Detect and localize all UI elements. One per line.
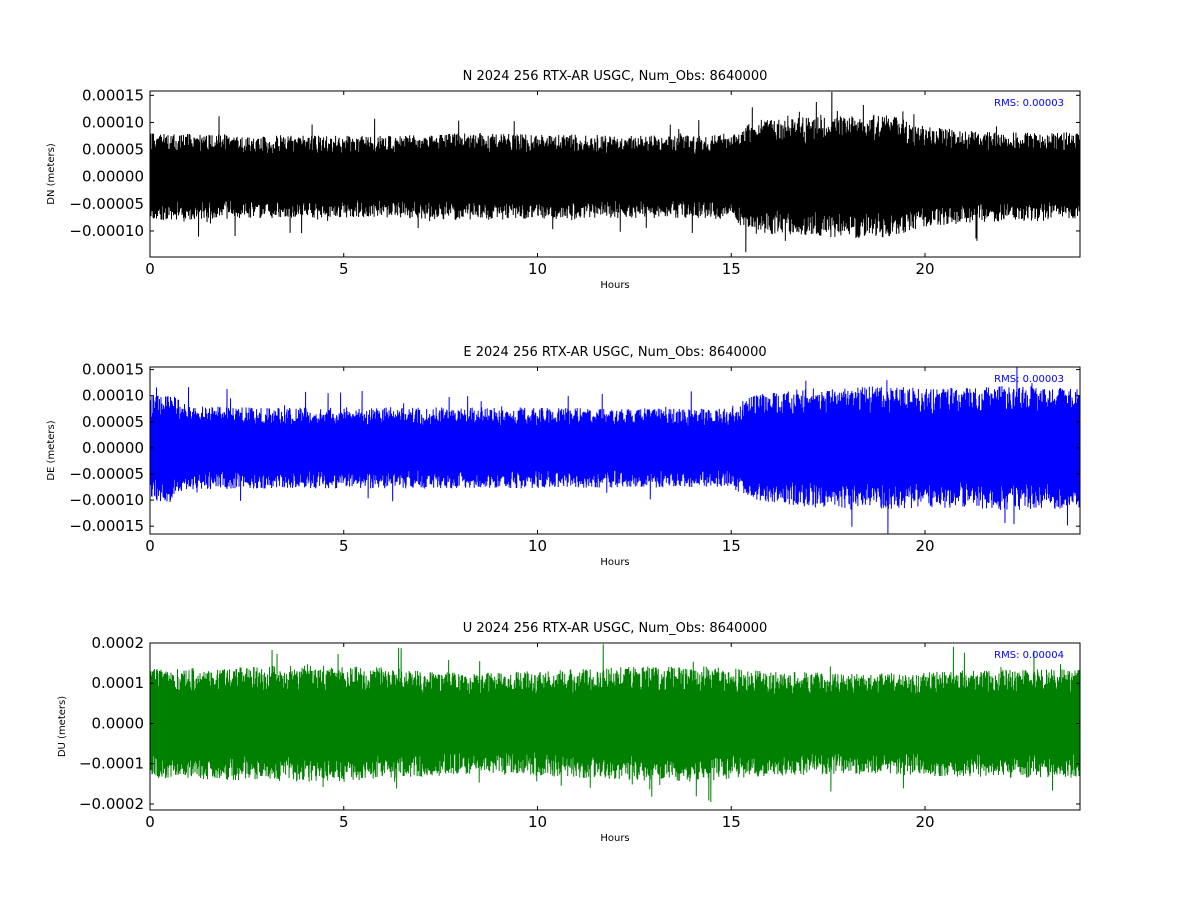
y-tick-label: 0.0000 <box>92 714 145 732</box>
subplot-north: 0 5 10 15 20 0.00015 0.00010 0.00005 0.00000 −0.0… <box>46 69 1081 291</box>
x-tick-label: 10 <box>528 260 547 278</box>
x-tick-label: 20 <box>915 537 934 555</box>
subplot-east: 0 5 10 15 20 0.00015 0.00010 0.00005 0.00000 −0.0… <box>46 345 1081 568</box>
x-axis-label-up: Hours <box>600 833 629 844</box>
y-tick-label: 0.00010 <box>82 387 144 405</box>
y-tick-label: 0.00005 <box>82 413 144 431</box>
y-axis-label-north: DN (meters) <box>46 143 57 205</box>
y-tick-label: 0.00000 <box>82 439 144 457</box>
chart-title-north: N 2024 256 RTX-AR USGC, Num_Obs: 8640000 <box>463 69 768 84</box>
x-tick-label: 0 <box>145 537 155 555</box>
x-tick-label: 15 <box>722 537 741 555</box>
x-axis-label-east: Hours <box>600 557 629 568</box>
rms-annotation-east: RMS: 0.00003 <box>994 374 1064 385</box>
x-tick-label: 5 <box>339 813 349 831</box>
series-trace-east <box>150 367 1080 534</box>
y-axis-label-east: DE (meters) <box>46 420 57 480</box>
y-axis-label-up: DU (meters) <box>57 696 68 757</box>
y-tick-label: 0.00005 <box>82 141 144 159</box>
x-tick-label: 10 <box>528 537 547 555</box>
x-axis-label-north: Hours <box>600 280 629 291</box>
y-tick-label: 0.00015 <box>82 361 144 379</box>
y-tick-label: 0.00000 <box>82 168 144 186</box>
y-tick-label: −0.00010 <box>69 491 144 509</box>
chart-title-east: E 2024 256 RTX-AR USGC, Num_Obs: 8640000 <box>463 345 766 360</box>
x-tick-label: 0 <box>145 260 155 278</box>
y-tick-label: −0.0002 <box>79 795 144 813</box>
y-tick-label: −0.0001 <box>79 755 144 773</box>
x-tick-label: 10 <box>528 813 547 831</box>
axes-frame-up <box>149 642 1081 811</box>
y-tick-label: 0.0002 <box>92 634 145 652</box>
series-trace-north <box>150 91 1080 253</box>
rms-annotation-up: RMS: 0.00004 <box>994 650 1064 661</box>
chart-title-up: U 2024 256 RTX-AR USGC, Num_Obs: 8640000 <box>463 621 768 636</box>
series-trace-up <box>150 644 1080 803</box>
y-tick-label: −0.00005 <box>69 465 144 483</box>
x-tick-label: 0 <box>145 813 155 831</box>
y-tick-label: −0.00005 <box>69 195 144 213</box>
x-tick-label: 5 <box>339 260 349 278</box>
x-tick-label: 20 <box>915 813 934 831</box>
x-tick-label: 15 <box>722 813 741 831</box>
y-tick-label: 0.00010 <box>82 113 144 131</box>
x-tick-label: 20 <box>915 260 934 278</box>
axes-frame-east <box>149 366 1081 535</box>
x-tick-label: 15 <box>722 260 741 278</box>
y-tick-label: −0.00015 <box>69 517 144 535</box>
y-tick-label: −0.00010 <box>69 222 144 240</box>
y-tick-label: 0.00015 <box>82 86 144 104</box>
x-tick-label: 5 <box>339 537 349 555</box>
axes-frame-north <box>149 90 1081 258</box>
rms-annotation-north: RMS: 0.00003 <box>994 98 1064 109</box>
subplot-up: 0 5 10 15 20 0.0002 0.0001 0.0000 −0.0001 −0.0002… <box>57 621 1081 844</box>
y-tick-label: 0.0001 <box>92 674 145 692</box>
